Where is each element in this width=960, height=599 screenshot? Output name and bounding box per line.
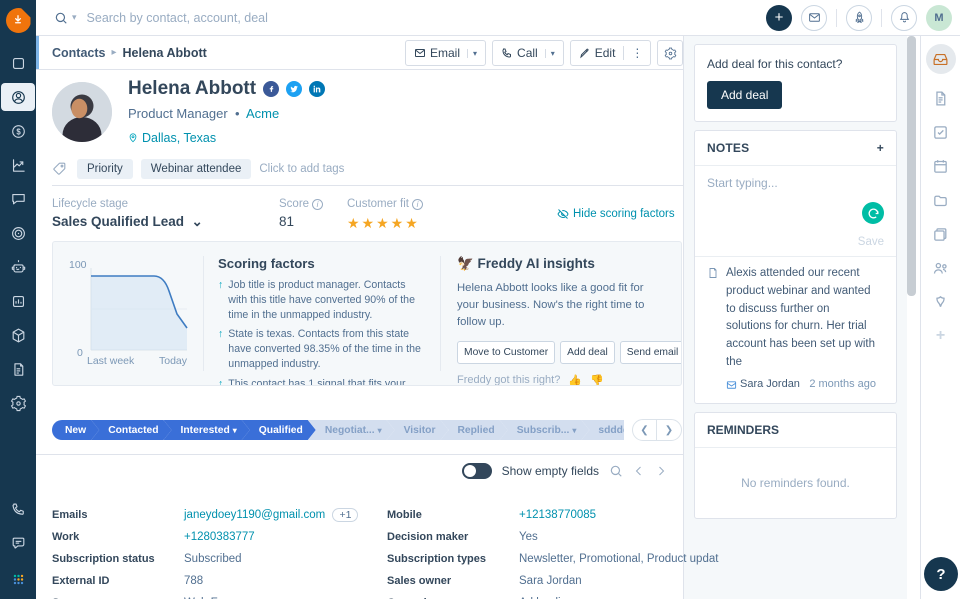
svg-text:Today: Today	[159, 355, 188, 367]
svg-text:0: 0	[77, 347, 83, 359]
svg-text:$: $	[16, 127, 21, 136]
svg-text:100: 100	[69, 259, 87, 271]
svg-text:Last week: Last week	[87, 355, 135, 367]
